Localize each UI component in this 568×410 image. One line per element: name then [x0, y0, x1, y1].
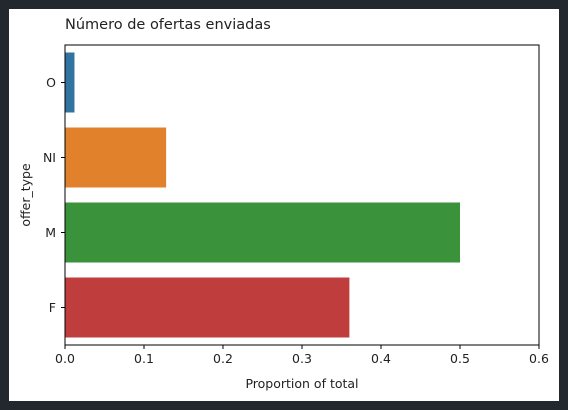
- y-tick-label-m: M: [45, 225, 56, 240]
- y-tick-label-f: F: [49, 300, 56, 315]
- bars-group: [65, 52, 460, 338]
- bar-m: [65, 202, 460, 263]
- y-tick-label-ni: NI: [43, 150, 56, 165]
- bar-f: [65, 277, 350, 338]
- x-tick-label-6: 0.6: [529, 351, 549, 366]
- x-axis-ticks: 0.0 0.1 0.2 0.3 0.4 0.5 0.6: [55, 345, 549, 366]
- x-tick-label-2: 0.2: [213, 351, 233, 366]
- y-tick-label-o: O: [46, 75, 56, 90]
- x-axis-label: Proportion of total: [245, 376, 358, 391]
- x-tick-label-1: 0.1: [134, 351, 154, 366]
- y-axis-ticks: O NI M F: [43, 75, 65, 315]
- x-tick-label-5: 0.5: [450, 351, 470, 366]
- figure-canvas: Número de ofertas enviadas O NI M F 0.0 0.1 0…: [9, 9, 559, 401]
- bar-o: [65, 52, 75, 113]
- bar-ni: [65, 127, 167, 188]
- chart-title: Número de ofertas enviadas: [65, 17, 271, 33]
- x-tick-label-3: 0.3: [292, 351, 312, 366]
- y-axis-label: offer_type: [18, 163, 33, 227]
- x-tick-label-0: 0.0: [55, 351, 75, 366]
- x-tick-label-4: 0.4: [371, 351, 391, 366]
